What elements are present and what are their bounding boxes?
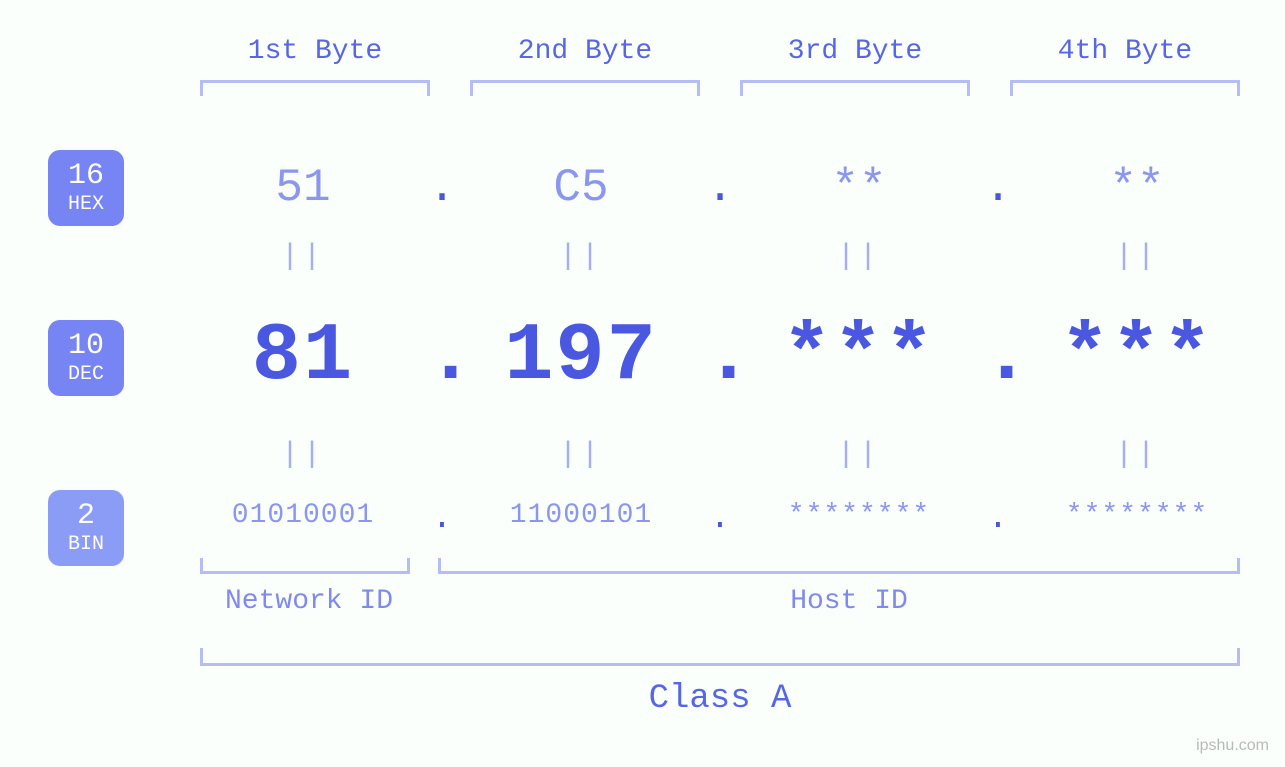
bracket-icon — [740, 80, 970, 96]
equals-icon: || — [458, 438, 704, 472]
byte-header-2: 2nd Byte — [450, 36, 720, 67]
equals-icon: || — [180, 438, 426, 472]
dot-separator: . — [982, 310, 1014, 403]
dec-badge: 10 DEC — [48, 320, 124, 396]
dot-separator: . — [426, 500, 458, 538]
class-label-row: Class A — [180, 680, 1260, 718]
hex-base-abbrev: HEX — [68, 194, 104, 215]
hex-base-number: 16 — [68, 161, 104, 193]
equals-row-dec-bin: || . || . || . || — [180, 438, 1260, 472]
dec-byte-4: *** — [1014, 310, 1260, 403]
hex-byte-1: 51 — [180, 162, 426, 214]
network-id-label: Network ID — [180, 586, 438, 617]
bracket-icon — [1010, 80, 1240, 96]
dec-byte-1: 81 — [180, 310, 426, 403]
hex-byte-3: ** — [736, 162, 982, 214]
equals-icon: || — [1014, 240, 1260, 274]
dec-row: 81 . 197 . *** . *** — [180, 310, 1260, 403]
dec-base-abbrev: DEC — [68, 364, 104, 385]
bracket-icon — [200, 80, 430, 96]
hex-row: 51 . C5 . ** . ** — [180, 162, 1260, 214]
equals-icon: || — [736, 438, 982, 472]
hex-badge: 16 HEX — [48, 150, 124, 226]
bin-byte-3: ******** — [736, 500, 982, 538]
byte-header-1: 1st Byte — [180, 36, 450, 67]
byte-header-3: 3rd Byte — [720, 36, 990, 67]
bracket-icon — [470, 80, 700, 96]
dec-byte-2: 197 — [458, 310, 704, 403]
hex-byte-4: ** — [1014, 162, 1260, 214]
dec-base-number: 10 — [68, 331, 104, 363]
ip-byte-diagram: 1st Byte 2nd Byte 3rd Byte 4th Byte 16 H… — [0, 0, 1285, 767]
network-host-brackets — [180, 558, 1260, 574]
dot-separator: . — [982, 500, 1014, 538]
byte-top-brackets — [180, 80, 1260, 96]
bin-badge: 2 BIN — [48, 490, 124, 566]
bin-byte-2: 11000101 — [458, 500, 704, 538]
dot-separator: . — [426, 162, 458, 214]
network-host-labels: Network ID Host ID — [180, 586, 1260, 617]
byte-header-row: 1st Byte 2nd Byte 3rd Byte 4th Byte — [180, 36, 1260, 67]
dot-separator: . — [982, 162, 1014, 214]
class-label: Class A — [180, 680, 1260, 718]
dot-separator: . — [704, 310, 736, 403]
bin-base-abbrev: BIN — [68, 534, 104, 555]
equals-icon: || — [1014, 438, 1260, 472]
host-id-label: Host ID — [438, 586, 1260, 617]
bracket-icon — [200, 558, 410, 574]
equals-icon: || — [458, 240, 704, 274]
dot-separator: . — [704, 162, 736, 214]
bracket-icon — [438, 558, 1240, 574]
bracket-icon — [200, 648, 1240, 666]
equals-row-hex-dec: || . || . || . || — [180, 240, 1260, 274]
dot-separator: . — [426, 310, 458, 403]
byte-header-4: 4th Byte — [990, 36, 1260, 67]
equals-icon: || — [180, 240, 426, 274]
dot-separator: . — [704, 500, 736, 538]
bin-row: 01010001 . 11000101 . ******** . *******… — [180, 500, 1260, 538]
class-bracket — [180, 648, 1260, 666]
hex-byte-2: C5 — [458, 162, 704, 214]
bin-base-number: 2 — [77, 501, 95, 533]
bin-byte-1: 01010001 — [180, 500, 426, 538]
dec-byte-3: *** — [736, 310, 982, 403]
bin-byte-4: ******** — [1014, 500, 1260, 538]
equals-icon: || — [736, 240, 982, 274]
watermark: ipshu.com — [1196, 737, 1269, 755]
